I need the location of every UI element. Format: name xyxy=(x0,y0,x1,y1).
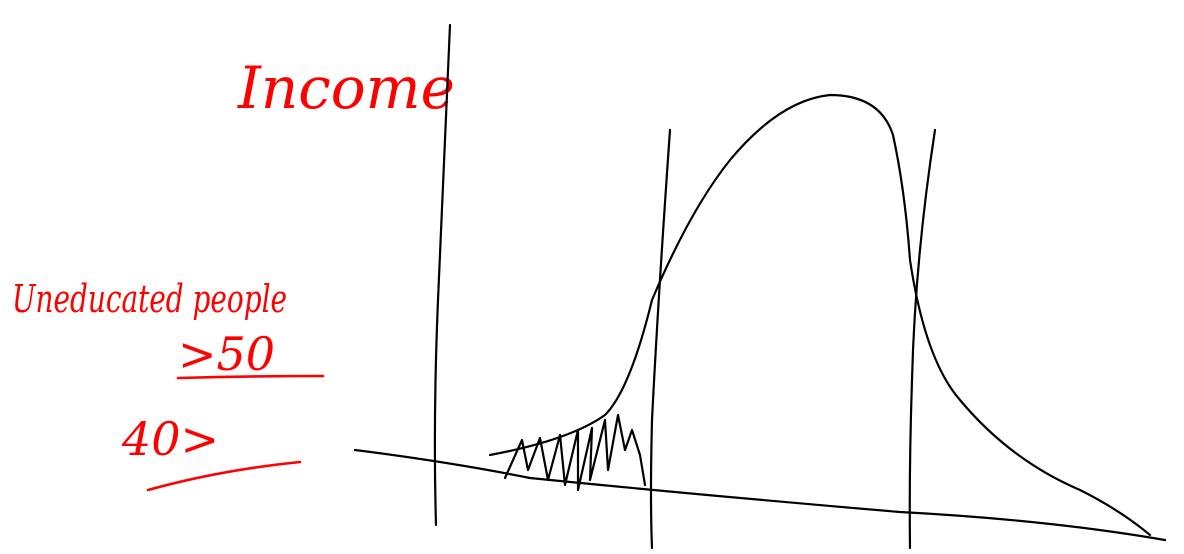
bell-curve xyxy=(488,93,1152,537)
horizontal-axis xyxy=(353,448,1167,542)
boundary-line xyxy=(908,128,937,550)
boundary-line xyxy=(649,128,672,550)
title-text: Income xyxy=(237,54,455,122)
underline xyxy=(146,460,302,492)
lower-text: 40> xyxy=(121,412,219,466)
underline xyxy=(176,374,325,380)
hatching xyxy=(503,413,647,492)
group-text: Uneducated people xyxy=(12,277,287,321)
vertical-axis xyxy=(433,23,452,527)
upper-text: >50 xyxy=(178,327,275,381)
